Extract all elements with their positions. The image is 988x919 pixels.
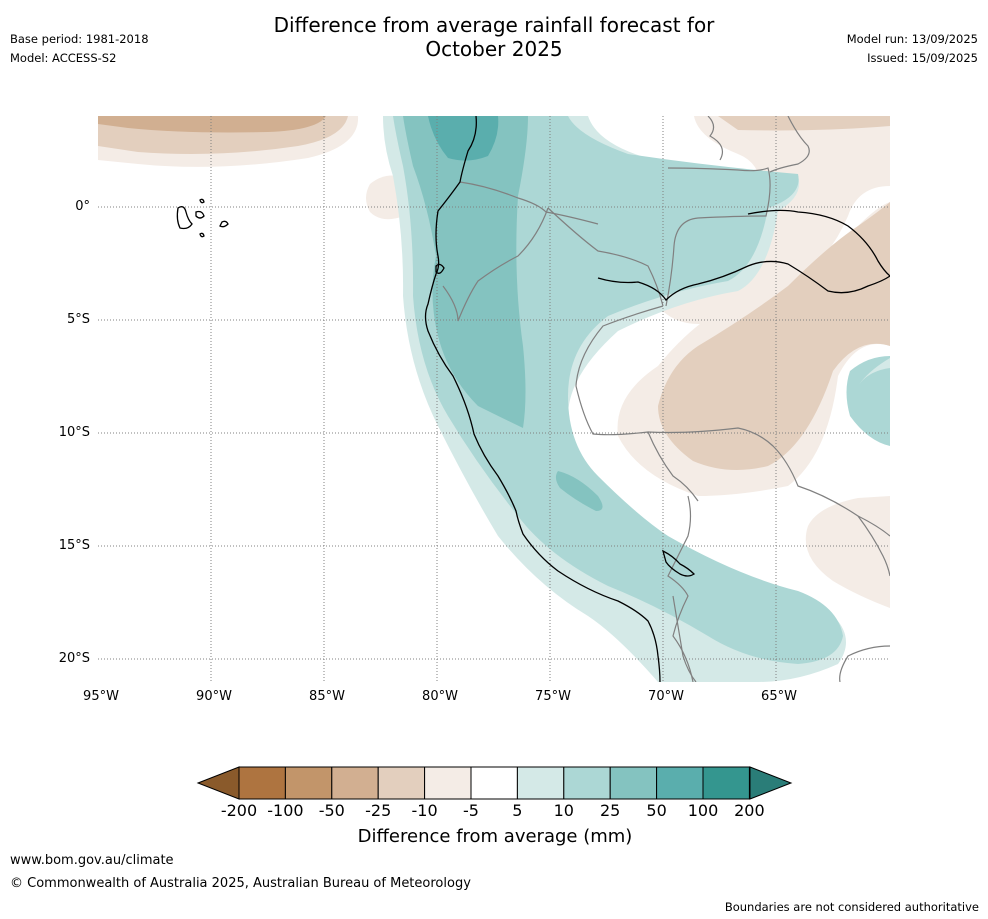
galapagos-islands [176,198,229,238]
border-colombia-ecuador [459,181,599,225]
border-venezuela-guyana [769,116,810,173]
galapagos-santa-cruz [195,210,205,219]
colorbar-cell [702,766,750,800]
colorbar-tick-label: 25 [600,801,621,820]
colorbar-cell [238,766,286,800]
lake-titicaca [661,549,696,577]
colorbar-tick-label: 100 [687,801,719,820]
colorbar-tick-label: -200 [220,801,258,820]
map-title-line1: Difference from average rainfall forecas… [273,13,715,37]
colorbar-cell [377,766,426,800]
map-title-line2: October 2025 [425,37,563,61]
border-peru-bolivia [667,495,694,682]
lon-label-70w: 70°W [648,689,684,704]
lat-label-15s: 15°S [58,538,90,553]
base-period-label: Base period: 1981-2018 [10,32,149,46]
dry-region-central-inner [658,202,890,470]
galapagos-small-2 [199,232,205,238]
border-bolivia-chile [672,595,697,682]
map-svg [98,116,890,682]
colorbar-cell [470,766,518,800]
border-brazil-bolivia-east [857,515,890,577]
lon-label-75w: 75°W [535,689,571,704]
gridlines [98,116,890,682]
colorbar-label: Difference from average (mm) [357,826,633,847]
border-ecuador-peru [442,207,549,322]
colorbar-cell [331,766,379,800]
border-bolivia-paraguay [839,645,890,682]
pacific-coastline [424,116,661,682]
wet-region-offshore-patch [555,471,603,511]
wet-region-core [428,116,499,161]
lon-label-80w: 80°W [422,689,458,704]
country-borders [442,116,890,682]
colorbar [196,766,794,800]
dry-region-northwest-core [98,116,326,133]
copyright-notice: © Commonwealth of Australia 2025, Austra… [10,876,471,891]
wet-region-east [846,356,890,446]
colorbar-tick-label: -100 [267,801,304,820]
lon-label-90w: 90°W [196,689,232,704]
coastline [176,116,890,682]
lon-label-65w: 65°W [761,689,797,704]
amazon-river [597,260,890,302]
boundaries-disclaimer: Boundaries are not considered authoritat… [724,900,979,914]
colorbar-tick-label: 200 [734,801,765,820]
model-label: Model: ACCESS-S2 [10,51,117,65]
issued-label: Issued: 15/09/2025 [867,51,978,65]
border-colombia-brazil [665,167,771,307]
border-peru-colombia [547,207,664,307]
bom-url: www.bom.gov.au/climate [10,853,174,868]
gulf-of-guayaquil [435,263,445,274]
colorbar-tick-label: -50 [318,801,345,820]
lat-label-0: 0° [75,199,90,214]
dry-region-northeast-inner [718,116,890,131]
colorbar-tick-label: 50 [646,801,667,820]
lat-label-10s: 10°S [58,425,90,440]
model-run-label: Model run: 13/09/2025 [846,32,978,46]
wet-region-coastal [403,116,528,428]
border-peru-brazil [575,305,699,502]
galapagos-small-1 [199,198,205,204]
dry-region-southeast [805,496,890,608]
colorbar-cell [609,766,658,800]
lon-label-85w: 85°W [309,689,345,704]
colorbar-tick-label: 10 [553,801,574,820]
wet-region-east-outer [858,358,890,386]
colorbar-svg [196,766,793,800]
north-coast-river [747,209,890,277]
wet-anomaly-regions [383,116,890,682]
colorbar-cell [424,766,472,800]
border-north [707,116,723,161]
colorbar-tick-label: -10 [411,801,438,820]
colorbar-tick-label: -5 [463,801,479,820]
lat-label-5s: 5°S [66,312,90,327]
colorbar-cell [516,766,565,800]
colorbar-max-arrow [749,766,793,800]
colorbar-cell [284,766,333,800]
colorbar-cell [563,766,611,800]
colorbar-min-arrow [196,766,240,800]
lon-label-95w: 95°W [83,689,119,704]
lat-label-20s: 20°S [58,651,90,666]
colorbar-tick-label: 5 [512,801,523,820]
colorbar-cell [656,766,704,800]
galapagos-san-cristobal [219,220,229,228]
colorbar-tick-label: -25 [365,801,392,820]
galapagos-isabela [176,206,193,230]
rainfall-map [98,116,890,682]
